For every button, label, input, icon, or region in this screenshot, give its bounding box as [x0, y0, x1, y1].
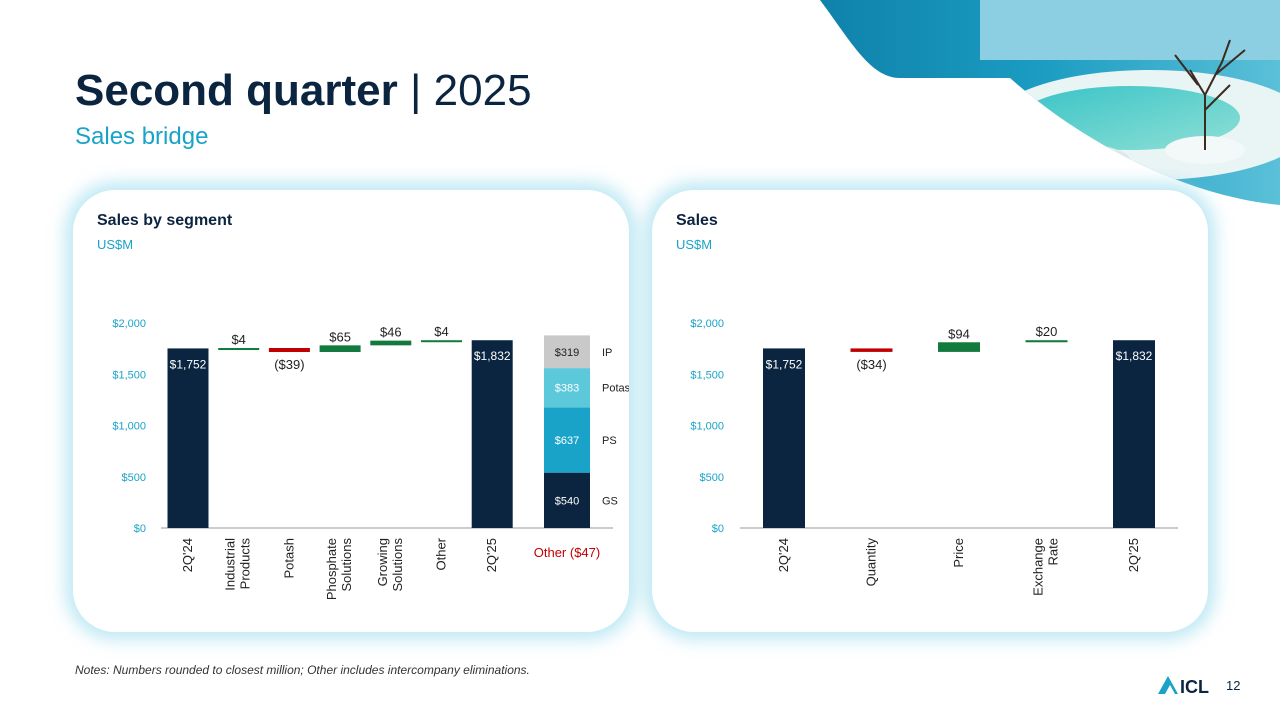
x-tick-label-line: Exchange	[1031, 538, 1046, 596]
x-tick-label: 2Q'25	[484, 538, 499, 572]
sales-by-segment-card: Sales by segment US$M $0 $500 $1,000 $1,500…	[73, 190, 629, 632]
x-tick-label: Quantity	[864, 538, 879, 587]
bar-industrial-products	[218, 348, 260, 351]
x-tick-label-line: Phosphate	[324, 538, 339, 600]
y-tick-label: $1,500	[112, 369, 146, 381]
svg-text:ICL: ICL	[1180, 677, 1209, 697]
data-label: $1,752	[170, 357, 207, 371]
stack-segment-name: GS	[602, 495, 618, 507]
page-title: Second quarter | 2025	[75, 66, 532, 116]
title-year: 2025	[433, 66, 532, 115]
bar-potash	[268, 348, 310, 353]
data-label: $1,832	[1116, 349, 1153, 363]
y-tick-label: $2,000	[112, 318, 146, 330]
y-tick-label: $1,000	[690, 421, 724, 433]
x-tick-label-line: Price	[951, 538, 966, 568]
x-tick-label-line: Quantity	[864, 538, 879, 587]
card-unit: US$M	[676, 237, 713, 252]
card-unit: US$M	[97, 237, 134, 252]
title-main: Second quarter	[75, 66, 398, 115]
card-title: Sales by segment	[97, 212, 233, 229]
x-tick-label: PhosphateSolutions	[324, 538, 354, 601]
x-tick-label: 2Q'25	[1126, 538, 1141, 572]
y-tick-label: $500	[122, 472, 146, 484]
y-tick-label: $2,000	[690, 318, 724, 330]
x-tick-label: Potash	[281, 538, 296, 578]
x-tick-label: IndustrialProducts	[223, 538, 253, 591]
x-tick-label-line: Products	[238, 538, 253, 590]
data-label: $1,752	[766, 357, 803, 371]
stack-segment-name: PS	[602, 435, 617, 447]
x-tick-label: GrowingSolutions	[375, 538, 405, 592]
bar-phosphate-solutions	[319, 345, 361, 353]
x-tick-label-line: Solutions	[390, 538, 405, 592]
x-tick-label-line: Rate	[1046, 538, 1061, 565]
bar-price	[938, 342, 980, 352]
data-label: $65	[329, 329, 351, 344]
stack-segment-gs	[544, 472, 590, 528]
y-tick-label: $1,500	[690, 369, 724, 381]
x-tick-label-line: Industrial	[223, 538, 238, 591]
data-label: ($39)	[274, 357, 304, 372]
stack-segment-ip	[544, 335, 590, 369]
sales-chart: $0 $500 $1,000 $1,500 $2,000 $1,752 2Q'24 ($34)…	[690, 318, 1178, 596]
data-label: ($34)	[856, 357, 886, 372]
bar-quantity	[850, 348, 893, 352]
y-tick-label: $0	[134, 523, 146, 535]
x-tick-label: Other	[434, 537, 449, 570]
x-tick-label: 2Q'24	[180, 538, 195, 572]
bar-exchange-rate	[1025, 340, 1068, 343]
page-subtitle: Sales bridge	[75, 123, 209, 150]
x-tick-label-line: 2Q'25	[484, 538, 499, 572]
y-tick-label: $1,000	[112, 421, 146, 433]
data-label: $94	[948, 326, 970, 341]
data-label: $46	[380, 325, 402, 340]
y-tick-label: $0	[712, 523, 724, 535]
data-label: $4	[434, 324, 448, 339]
x-tick-label: ExchangeRate	[1031, 538, 1061, 596]
bar-2q-25	[471, 340, 513, 528]
stack-segment-ps	[544, 407, 590, 473]
bar-growing-solutions	[370, 340, 412, 346]
card-title: Sales	[676, 212, 718, 229]
data-label: $20	[1036, 324, 1058, 339]
bar-2q-24	[763, 348, 805, 528]
stack-category-label: Other ($47)	[534, 545, 600, 560]
stack-value-label: $637	[555, 435, 579, 447]
x-tick-label: 2Q'24	[776, 538, 791, 572]
x-tick-label-line: 2Q'24	[180, 538, 195, 572]
stack-value-label: $319	[555, 347, 579, 359]
x-tick-label-line: 2Q'24	[776, 538, 791, 572]
stack-value-label: $540	[555, 495, 579, 507]
title-separator: |	[409, 66, 422, 115]
y-tick-label: $500	[700, 472, 724, 484]
stack-segment-name: Potash	[602, 383, 629, 395]
stack-segment-name: IP	[602, 347, 612, 359]
bar-2q-25	[1113, 340, 1155, 528]
stack-value-label: $383	[555, 383, 579, 395]
sales-by-segment-chart: $0 $500 $1,000 $1,500 $2,000 $1,752 2Q'24 $4 Ind…	[112, 318, 629, 601]
x-tick-label-line: Solutions	[339, 538, 354, 592]
x-tick-label-line: Growing	[375, 538, 390, 586]
bar-2q-24	[167, 348, 209, 528]
sales-card: Sales US$M $0 $500 $1,000 $1,500 $2,000 $1,75…	[652, 190, 1208, 632]
x-tick-label-line: Potash	[281, 538, 296, 578]
page-number: 12	[1226, 678, 1241, 693]
x-tick-label-line: 2Q'25	[1126, 538, 1141, 572]
data-label: $1,832	[474, 349, 511, 363]
footnote: Notes: Numbers rounded to closest millio…	[75, 663, 530, 677]
data-label: $4	[231, 332, 245, 347]
icl-logo: ICL	[1158, 676, 1209, 697]
stack-segment-potash	[544, 368, 590, 408]
x-tick-label-line: Other	[434, 537, 449, 570]
bar-other	[421, 340, 462, 343]
x-tick-label: Price	[951, 538, 966, 568]
